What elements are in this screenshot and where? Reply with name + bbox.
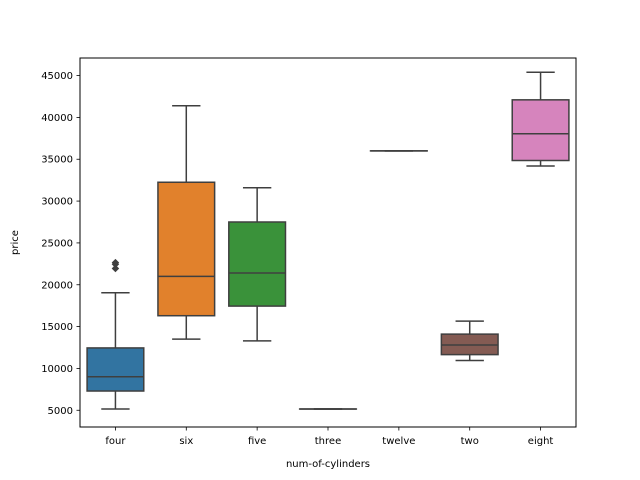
x-tick-label: six xyxy=(179,436,193,447)
x-tick-label: five xyxy=(248,436,266,447)
y-tick-label: 10000 xyxy=(41,364,73,375)
x-axis-label: num-of-cylinders xyxy=(286,459,370,470)
box-five xyxy=(228,186,287,342)
y-tick-label: 30000 xyxy=(41,197,73,208)
y-tick-label: 20000 xyxy=(41,280,73,291)
y-tick-label: 25000 xyxy=(41,238,73,249)
axes: four six five three twelve two eight 5000 10000 1… xyxy=(41,71,553,447)
y-axis-label: price xyxy=(10,230,21,255)
plot-area xyxy=(86,71,570,410)
x-tick-label: four xyxy=(105,436,126,447)
y-tick-label: 40000 xyxy=(41,113,73,124)
box-four xyxy=(86,258,145,410)
y-tick-label: 15000 xyxy=(41,322,73,333)
box-two xyxy=(440,320,499,362)
box-iqr xyxy=(511,99,570,162)
x-tick-label: two xyxy=(461,436,479,447)
box-iqr xyxy=(228,221,287,307)
box-iqr xyxy=(157,181,216,317)
outlier-point xyxy=(111,258,120,267)
outlier-point xyxy=(111,264,120,273)
box-six xyxy=(157,104,216,340)
x-tick-label: twelve xyxy=(382,436,415,447)
y-tick-label: 45000 xyxy=(41,71,73,82)
y-tick-label: 35000 xyxy=(41,155,73,166)
y-tick-label: 5000 xyxy=(48,406,73,417)
axes-frame xyxy=(79,57,577,428)
box-eight xyxy=(511,71,570,167)
x-tick-label: eight xyxy=(528,436,554,447)
box-iqr xyxy=(86,347,145,392)
x-tick-label: three xyxy=(315,436,341,447)
